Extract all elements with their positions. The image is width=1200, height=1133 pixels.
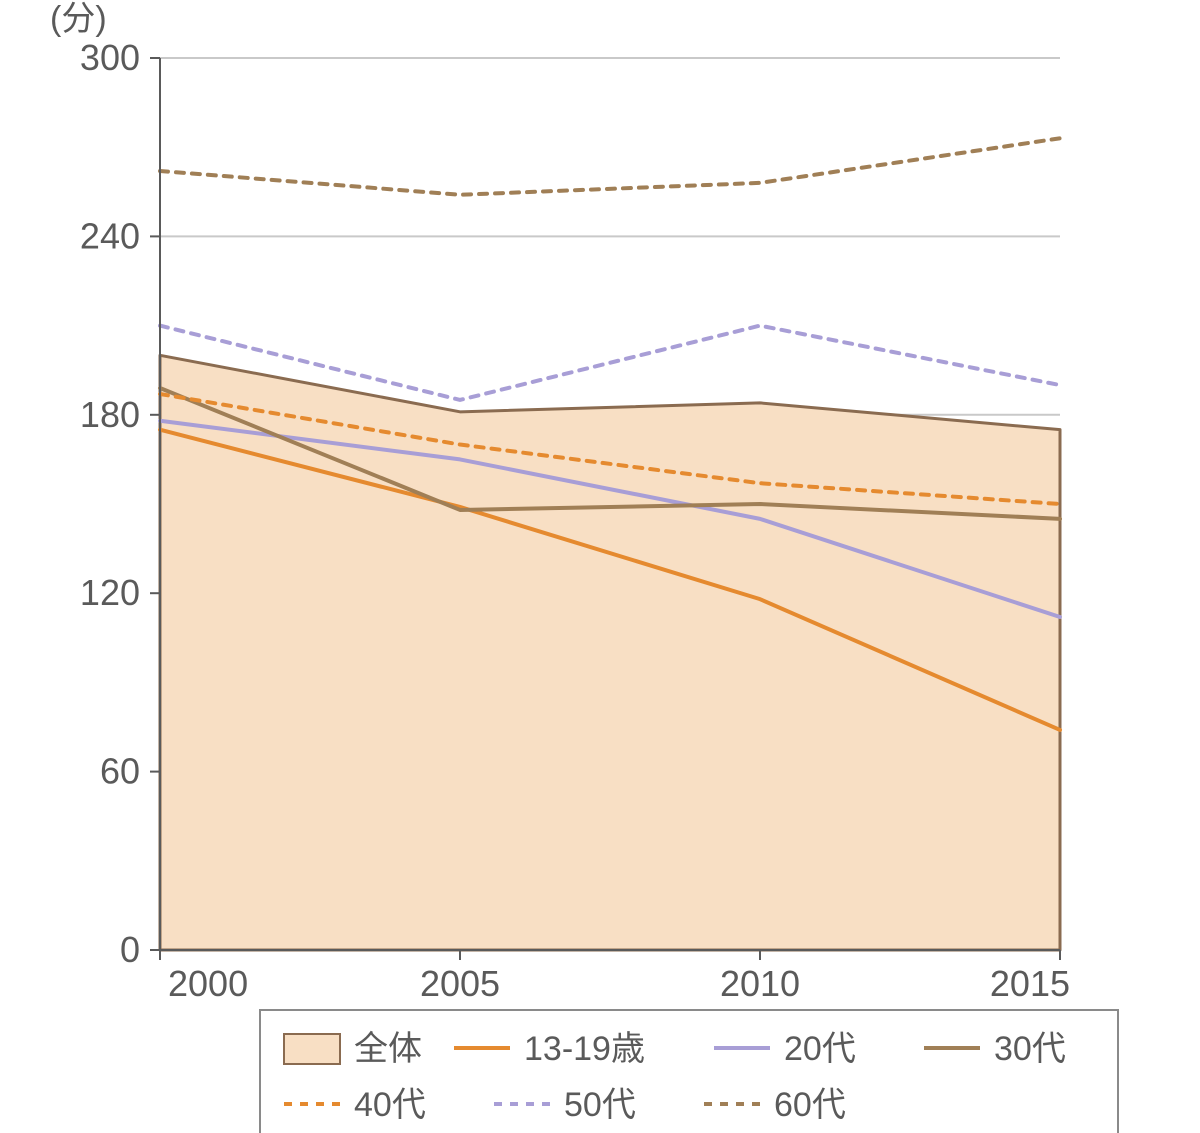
legend-label-age40s: 40代: [354, 1086, 426, 1124]
legend-label-age50s: 50代: [564, 1086, 636, 1124]
line-area-chart: 0 60 120 180 240 300(分) 2000 2005 2010 2015 全体 13-1…: [0, 0, 1200, 1133]
y-tick-label: 60: [100, 751, 140, 792]
legend-label-age30s: 30代: [994, 1030, 1066, 1068]
legend-swatch-overall: [284, 1034, 340, 1064]
legend-label-age60s: 60代: [774, 1086, 846, 1124]
x-tick-label: 2010: [720, 963, 800, 1004]
x-tick-label: 2000: [168, 963, 248, 1004]
y-tick-label: 0: [120, 929, 140, 970]
legend: 全体 13-19歳 20代 30代 40代 50代 60代: [260, 1010, 1118, 1133]
y-tick-label: 180: [80, 394, 140, 435]
x-tick-label: 2005: [420, 963, 500, 1004]
legend-label-age13_19: 13-19歳: [524, 1030, 645, 1068]
y-tick-label: 300: [80, 37, 140, 78]
y-axis-unit-label: (分): [50, 0, 107, 38]
legend-label-overall: 全体: [354, 1030, 422, 1068]
y-tick-label: 240: [80, 215, 140, 256]
chart-container: 0 60 120 180 240 300(分) 2000 2005 2010 2015 全体 13-1…: [0, 0, 1200, 1133]
y-tick-label: 120: [80, 572, 140, 613]
x-tick-label: 2015: [990, 963, 1070, 1004]
legend-label-age20s: 20代: [784, 1030, 856, 1068]
